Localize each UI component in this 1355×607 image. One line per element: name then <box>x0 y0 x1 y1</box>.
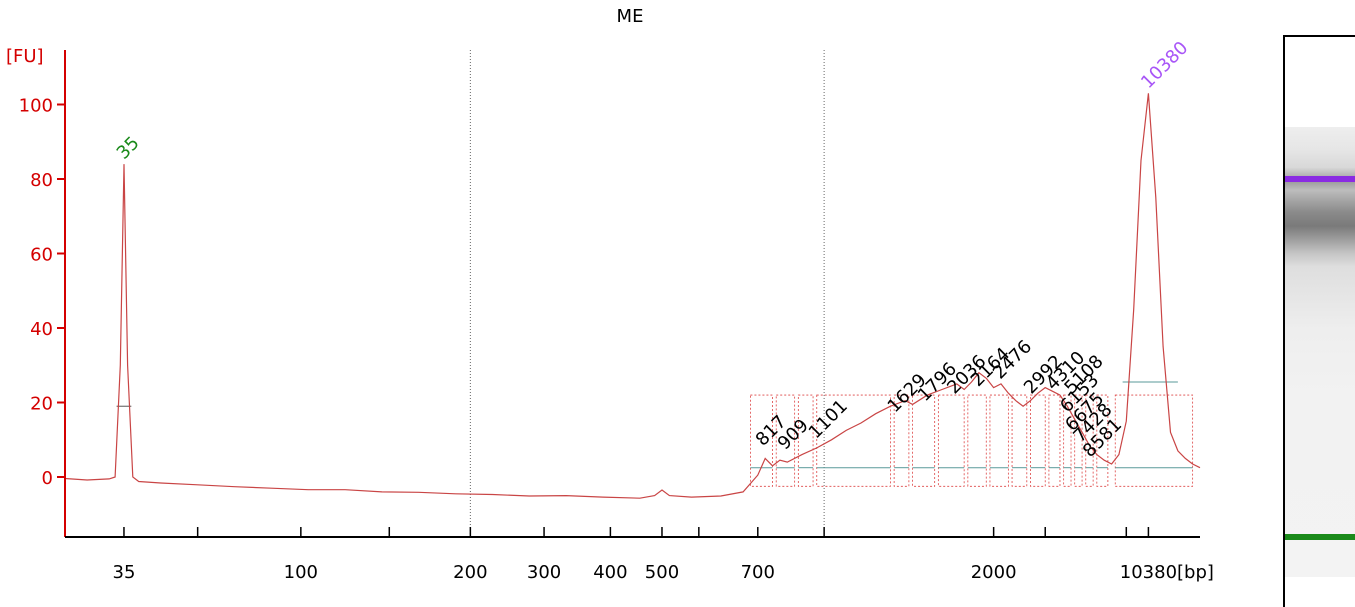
gridlines <box>469 50 825 537</box>
lower-marker-band <box>1285 534 1355 540</box>
peak-label: 10380 <box>1137 38 1192 93</box>
electropherogram-chart: ME [FU] [bp] 0 20 40 60 80 100 35 100 200 300 400 5… <box>6 6 1214 583</box>
integration-box <box>1011 394 1028 487</box>
y-tick-label: 80 <box>30 170 53 191</box>
y-tick-label: 100 <box>19 96 53 117</box>
x-tick-label: 10380 <box>1120 562 1177 583</box>
gel-lane <box>1285 127 1355 577</box>
integration-box <box>750 394 773 487</box>
integration-box <box>937 394 965 487</box>
x-tick-label: 35 <box>113 562 136 583</box>
x-tick-label: 300 <box>527 562 561 583</box>
gel-image-panel <box>1283 35 1355 607</box>
series-layer <box>64 93 1201 499</box>
y-tick-label: 60 <box>30 245 53 266</box>
integration-box <box>816 394 891 487</box>
axes: 0 20 40 60 80 100 35 100 200 300 400 500 700 2000 1038… <box>19 50 1200 583</box>
integration-box <box>1074 394 1083 487</box>
y-axis-label: [FU] <box>6 46 44 67</box>
integration-box <box>1096 394 1109 487</box>
chart-title: ME <box>617 6 644 27</box>
x-tick-label: 2000 <box>971 562 1017 583</box>
x-axis-label: [bp] <box>1177 562 1214 583</box>
integration-box <box>893 394 910 487</box>
integration-box <box>1048 394 1061 487</box>
integration-box <box>1085 394 1094 487</box>
peak-label: 35 <box>113 133 144 164</box>
peak-integration-layer <box>116 381 1194 487</box>
y-tick-label: 40 <box>30 319 53 340</box>
y-tick-label: 20 <box>30 394 53 415</box>
x-tick-label: 400 <box>593 562 627 583</box>
series-line <box>64 93 1201 499</box>
peak-label: 1101 <box>805 396 852 443</box>
integration-box <box>967 394 987 487</box>
x-tick-label: 700 <box>741 562 775 583</box>
integration-box <box>1063 394 1072 487</box>
x-tick-label: 500 <box>645 562 679 583</box>
integration-box <box>775 394 796 487</box>
x-tick-label: 200 <box>453 562 487 583</box>
y-tick-label: 0 <box>42 468 53 489</box>
x-tick-label: 100 <box>284 562 318 583</box>
upper-marker-band <box>1285 176 1355 182</box>
integration-box <box>912 394 936 487</box>
integration-box <box>797 394 814 487</box>
integration-box <box>1030 394 1046 487</box>
integration-box <box>989 394 1009 487</box>
